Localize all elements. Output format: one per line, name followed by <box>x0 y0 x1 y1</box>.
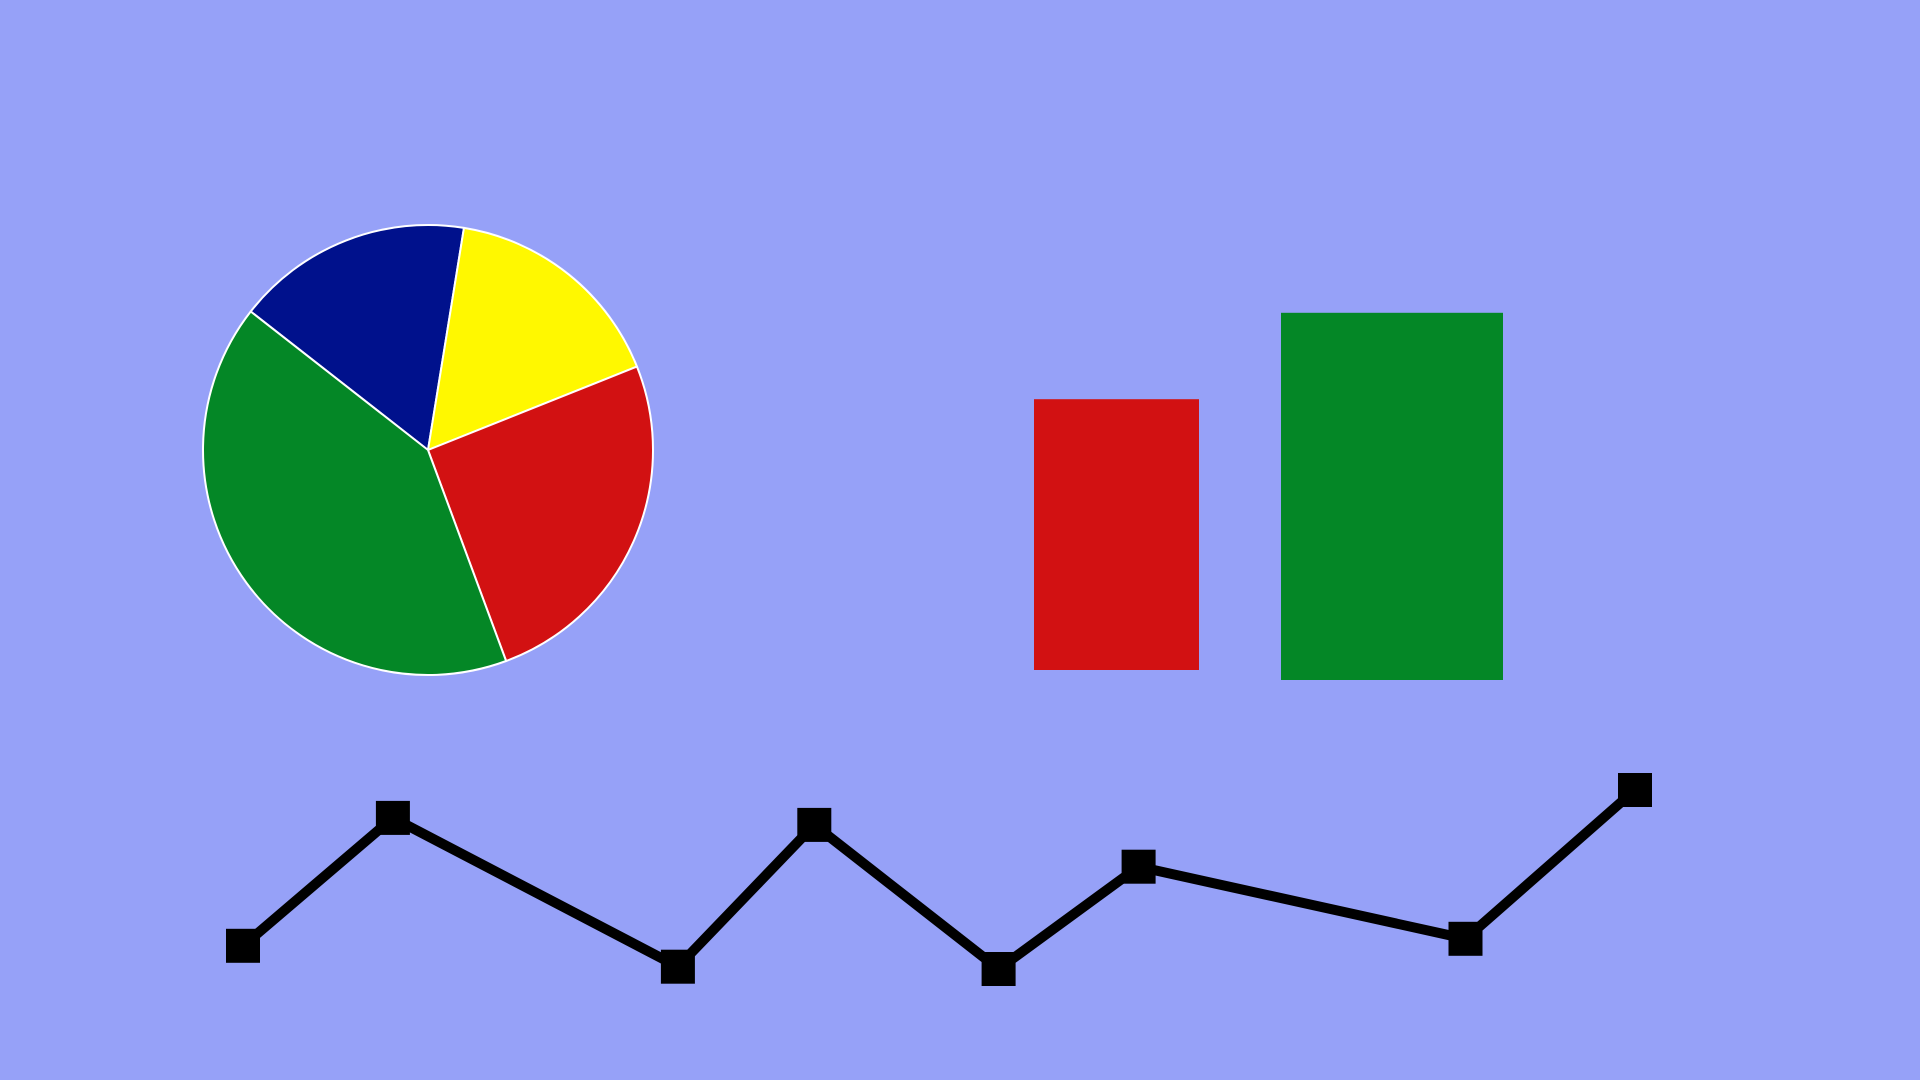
bar <box>1281 312 1503 680</box>
line-point <box>1618 773 1652 807</box>
line-point <box>375 800 410 835</box>
line-point <box>1121 849 1156 884</box>
pie-slice <box>202 310 508 676</box>
bar-chart <box>1034 312 1503 680</box>
line-chart <box>226 773 1652 986</box>
pie-chart <box>202 223 654 676</box>
line-point <box>981 952 1016 986</box>
pie-slice <box>427 365 654 662</box>
line-point <box>1448 921 1483 956</box>
line-point <box>226 928 260 963</box>
line-point <box>797 807 832 842</box>
pie-slice <box>249 223 465 451</box>
line-point <box>660 949 695 984</box>
line-series <box>239 786 1639 976</box>
pie-slice <box>427 226 638 451</box>
bar <box>1034 399 1199 670</box>
